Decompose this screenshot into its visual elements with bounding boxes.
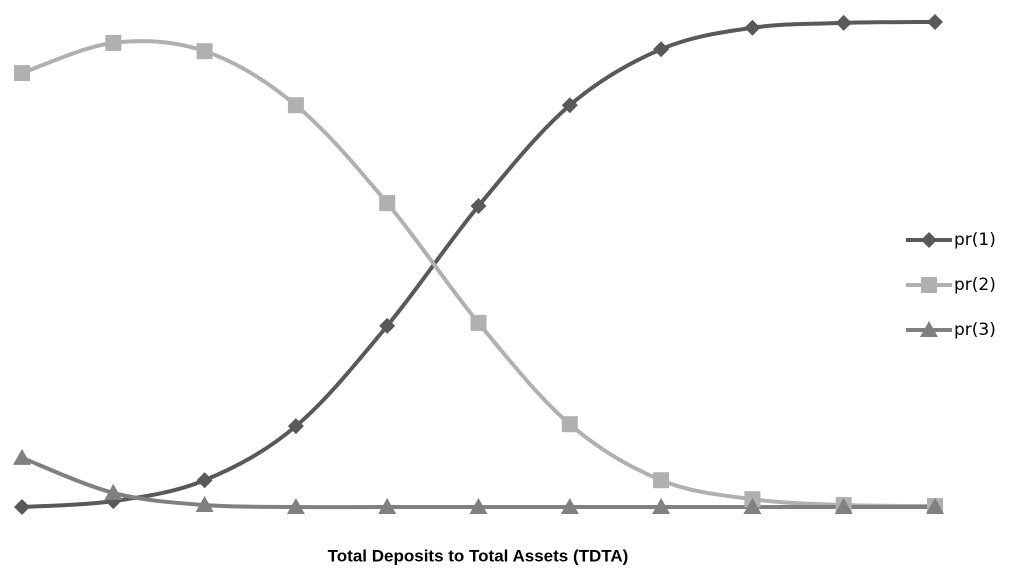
- legend-marker: [921, 277, 937, 293]
- data-point: [470, 314, 487, 331]
- series-line: [21, 19, 936, 509]
- data-point: [926, 498, 944, 514]
- data-point: [196, 472, 213, 489]
- legend-label: pr(3): [954, 320, 996, 340]
- data-point: [287, 97, 304, 114]
- data-point: [743, 498, 762, 514]
- data-point: [378, 498, 397, 514]
- data-point: [560, 498, 579, 514]
- data-point: [652, 498, 671, 514]
- data-point: [744, 19, 761, 36]
- legend-label: pr(2): [954, 275, 996, 295]
- data-point: [195, 496, 214, 513]
- data-point: [287, 418, 304, 435]
- data-point: [927, 13, 943, 30]
- data-point: [470, 198, 487, 215]
- data-point: [13, 448, 31, 465]
- data-point: [105, 34, 122, 51]
- data-point: [196, 43, 213, 60]
- data-point: [379, 195, 396, 212]
- data-point: [561, 97, 578, 114]
- series-line: [21, 39, 936, 509]
- legend-marker: [920, 321, 938, 337]
- data-point: [286, 498, 305, 514]
- data-point: [835, 14, 852, 31]
- legend-marker: [921, 232, 937, 248]
- data-point: [834, 498, 853, 514]
- data-point: [379, 317, 396, 334]
- data-point: [561, 416, 578, 433]
- data-point: [14, 65, 30, 82]
- legend-label: pr(1): [954, 230, 996, 250]
- data-point: [653, 472, 670, 489]
- data-point: [653, 41, 670, 58]
- data-point: [104, 483, 123, 500]
- data-point: [469, 498, 488, 514]
- data-point: [14, 499, 30, 515]
- x-axis-label: Total Deposits to Total Assets (TDTA): [328, 546, 629, 565]
